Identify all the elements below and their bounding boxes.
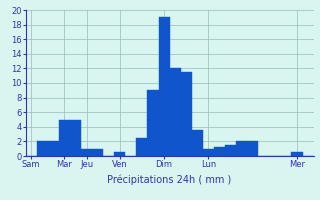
Bar: [203, 149, 214, 156]
X-axis label: Précipitations 24h ( mm ): Précipitations 24h ( mm ): [108, 175, 232, 185]
Bar: [136, 138, 148, 156]
Bar: [214, 147, 225, 156]
Bar: [158, 17, 170, 156]
Bar: [148, 90, 158, 156]
Bar: [114, 152, 125, 156]
Bar: [59, 119, 70, 156]
Bar: [37, 141, 48, 156]
Bar: [247, 141, 258, 156]
Bar: [181, 72, 192, 156]
Bar: [225, 145, 236, 156]
Bar: [192, 130, 203, 156]
Bar: [92, 149, 103, 156]
Bar: [236, 141, 247, 156]
Bar: [48, 141, 59, 156]
Bar: [70, 119, 81, 156]
Bar: [170, 68, 181, 156]
Bar: [81, 149, 92, 156]
Bar: [292, 152, 302, 156]
